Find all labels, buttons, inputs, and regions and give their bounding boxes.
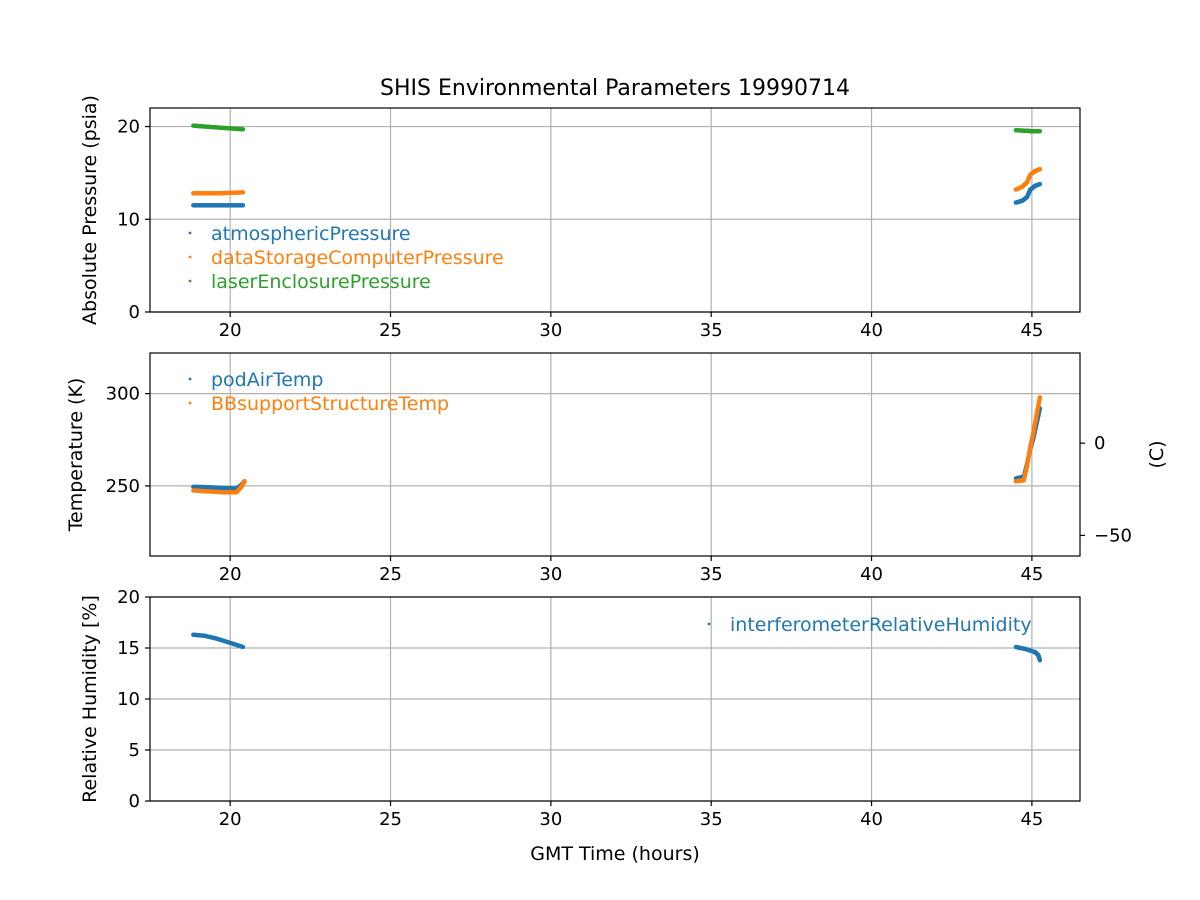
panel-2: 20 25 30 35 40 45 250 300 Temperature (K) −50 0 (C)… <box>65 352 1168 585</box>
y-axis-label: Temperature (K) <box>65 378 87 533</box>
legend-marker <box>188 231 192 235</box>
data-point <box>242 479 247 484</box>
x-tick-label: 45 <box>1020 564 1043 585</box>
y-tick-label: 0 <box>129 302 140 323</box>
legend-label: dataStorageComputerPressure <box>211 247 504 269</box>
x-tick-label: 20 <box>219 564 242 585</box>
y-right-tick-label: 0 <box>1094 433 1105 454</box>
data-point <box>1037 181 1043 187</box>
y-tick-label: 15 <box>117 638 140 659</box>
data-point <box>1037 167 1043 172</box>
legend-marker <box>188 401 192 405</box>
legend-marker <box>188 255 192 259</box>
x-tick-label: 40 <box>860 320 883 341</box>
x-tick-label: 30 <box>539 320 562 341</box>
x-tick-label: 30 <box>539 809 562 830</box>
data-point <box>1037 395 1043 400</box>
y-tick-label: 5 <box>129 740 140 761</box>
legend-label: atmosphericPressure <box>211 223 411 245</box>
series-dataStorageComputerPressure <box>191 167 1043 196</box>
series-BBsupportStructureTemp <box>191 395 1043 495</box>
x-tick-label: 35 <box>700 564 723 585</box>
y-tick-label: 10 <box>117 209 140 230</box>
y-tick-label: 20 <box>117 117 140 138</box>
data-point <box>240 203 246 208</box>
x-tick-label: 25 <box>379 320 402 341</box>
y-right-tick-label: −50 <box>1094 525 1132 546</box>
x-tick-label: 45 <box>1020 809 1043 830</box>
x-tick-label: 25 <box>379 564 402 585</box>
legend: interferometerRelativeHumidity <box>707 614 1032 636</box>
series-laserEnclosurePressure <box>191 123 1043 134</box>
data-point <box>240 127 246 132</box>
legend-label: interferometerRelativeHumidity <box>730 614 1032 636</box>
chart-title: SHIS Environmental Parameters 19990714 <box>380 76 850 101</box>
panel-3: 20 25 30 35 40 45 0 5 10 15 20 Relative Humidity [%… <box>79 587 1081 830</box>
y-tick-label: 300 <box>106 384 140 405</box>
y-axis-label: Absolute Pressure (psia) <box>79 95 101 325</box>
legend-marker <box>188 279 192 283</box>
y-tick-label: 250 <box>106 476 140 497</box>
x-tick-label: 40 <box>860 809 883 830</box>
series-podAirTemp <box>191 406 1043 491</box>
y-axis-label: Relative Humidity [%] <box>79 595 101 803</box>
data-point <box>1037 128 1043 134</box>
axes-frame <box>149 107 1081 313</box>
legend: atmosphericPressuredataStorageComputerPr… <box>188 223 504 293</box>
axes-frame <box>149 352 1081 557</box>
x-tick-label: 20 <box>219 809 242 830</box>
data-point <box>240 190 246 195</box>
legend-marker <box>707 622 711 626</box>
series-interferometerRelativeHumidity <box>191 632 1043 663</box>
legend-marker <box>188 377 192 381</box>
x-tick-label: 35 <box>700 809 723 830</box>
x-axis-label: GMT Time (hours) <box>530 843 700 865</box>
legend-label: BBsupportStructureTemp <box>211 393 449 415</box>
panel-1: 20 25 30 35 40 45 0 10 20 Absolute Pressure (psia… <box>79 95 1081 341</box>
y-tick-label: 10 <box>117 689 140 710</box>
x-tick-label: 45 <box>1020 320 1043 341</box>
legend-label: laserEnclosurePressure <box>211 271 431 293</box>
x-tick-label: 20 <box>219 320 242 341</box>
y-tick-label: 20 <box>117 587 140 608</box>
x-tick-label: 25 <box>379 809 402 830</box>
x-tick-label: 35 <box>700 320 723 341</box>
series-atmosphericPressure <box>191 181 1043 208</box>
y-right-axis-label: (C) <box>1146 440 1168 468</box>
data-point <box>240 644 246 650</box>
legend-label: podAirTemp <box>211 369 323 391</box>
y-tick-label: 0 <box>129 791 140 812</box>
data-point <box>1037 658 1043 663</box>
x-tick-label: 30 <box>539 564 562 585</box>
x-tick-label: 40 <box>860 564 883 585</box>
